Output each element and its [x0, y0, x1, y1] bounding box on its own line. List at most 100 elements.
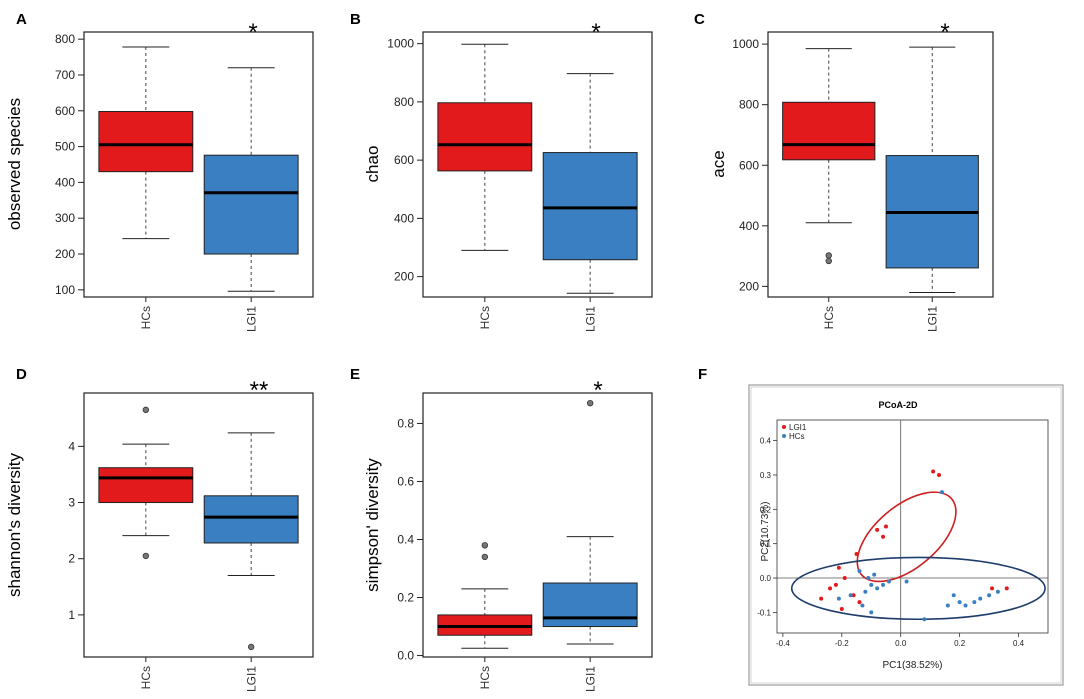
panel-f: F PCoA-2D -0.4 -0.2 0.0 0.2 0.4 -0.1 0.0 0.1 0.2 0.… [698, 366, 1064, 686]
significance-marker: * [593, 377, 602, 404]
scatter-point-lgi1 [883, 524, 888, 529]
x-category-label: LGI1 [583, 306, 597, 332]
outlier-point [481, 553, 489, 561]
y-tick-label: 800 [394, 95, 414, 109]
scatter-point-lgi1 [854, 551, 859, 556]
y-axis-label: observed species [5, 98, 24, 230]
y-axis-label: ace [709, 150, 728, 177]
scatter-point-hcs [860, 603, 865, 608]
y-axis-label: simpson' diversity [363, 458, 382, 592]
y-tick-label: 400 [394, 211, 414, 225]
plot-frame [422, 392, 653, 658]
y-axis-label: PC2(10.73%) [760, 501, 771, 561]
y-tick-label: 200 [739, 279, 759, 293]
y-tick-label: 500 [55, 140, 75, 154]
box-iqr [542, 152, 638, 261]
y-tick-label: 600 [55, 104, 75, 118]
scatter-point-hcs [836, 596, 841, 601]
y-tick-label: 0.4 [397, 533, 414, 547]
x-tick-label: 0.4 [1013, 639, 1025, 648]
y-tick-label: 0.1 [760, 540, 772, 549]
x-category-label: HCs [822, 306, 836, 329]
y-axis-label: shannon's diversity [5, 452, 24, 597]
y-tick-label: 800 [739, 98, 759, 112]
scatter-point-lgi1 [937, 472, 942, 477]
outlier-point [825, 257, 832, 265]
scatter-point-hcs [939, 490, 944, 495]
y-axis-label: chao [363, 146, 382, 183]
scatter-point-lgi1 [839, 606, 844, 611]
scatter-point-hcs [987, 593, 992, 598]
box-iqr [203, 154, 299, 255]
scatter-point-hcs [869, 582, 874, 587]
scatter-point-lgi1 [881, 534, 886, 539]
x-tick-label: 0.2 [954, 639, 966, 648]
scatter-point-lgi1 [851, 593, 856, 598]
y-tick-label: 200 [55, 247, 75, 261]
y-tick-label: 0.6 [397, 474, 414, 488]
scatter-point-lgi1 [931, 469, 936, 474]
figure-frame [748, 384, 1064, 686]
y-tick-label: 300 [55, 211, 75, 225]
y-tick-label: 4 [68, 439, 75, 453]
scatter-point-lgi1 [828, 586, 833, 591]
y-tick-label: 1 [68, 608, 75, 622]
y-tick-label: 400 [55, 175, 75, 189]
box-iqr [542, 582, 638, 628]
x-category-label: LGI1 [244, 306, 258, 332]
chart-title: PCoA-2D [878, 400, 918, 410]
legend-marker [782, 425, 786, 429]
scatter-point-lgi1 [836, 565, 841, 570]
y-tick-label: 0.8 [397, 416, 414, 430]
plot-frame [83, 31, 314, 298]
box-iqr [437, 102, 533, 172]
y-tick-label: 0.4 [760, 437, 772, 446]
y-tick-label: -0.1 [757, 608, 771, 617]
scatter-point-hcs [863, 589, 868, 594]
scatter-point-lgi1 [990, 586, 995, 591]
scatter-point-hcs [945, 603, 950, 608]
y-tick-label: 0.0 [760, 574, 772, 583]
scatter-point-lgi1 [819, 596, 824, 601]
x-category-label: LGI1 [583, 666, 597, 692]
box-lgi1: LGI1 [542, 399, 638, 692]
plot-frame [767, 31, 994, 298]
confidence-ellipse-hcs [790, 556, 1046, 621]
box-lgi1: LGI1 [885, 46, 979, 332]
x-category-label: LGI1 [244, 666, 258, 692]
x-tick-label: -0.4 [776, 639, 790, 648]
outlier-point [825, 252, 832, 259]
y-tick-label: 0.0 [397, 649, 414, 663]
scatter-point-hcs [866, 576, 871, 581]
scatter-point-hcs [978, 596, 983, 601]
outlier-point [586, 399, 594, 407]
box-iqr [782, 101, 876, 161]
panel-letter: E [350, 366, 360, 383]
x-category-label: HCs [478, 306, 492, 329]
legend-marker [782, 434, 786, 438]
box-hcs: HCs [98, 46, 194, 329]
box-hcs: HCs [782, 48, 876, 329]
scatter-point-lgi1 [1004, 586, 1009, 591]
x-axis-label: PC1(38.52%) [882, 660, 942, 671]
scatter-point-lgi1 [857, 600, 862, 605]
figure-inner-frame [750, 386, 1062, 684]
scatter-point-lgi1 [833, 582, 838, 587]
scatter-point-lgi1 [875, 527, 880, 532]
y-tick-label: 600 [739, 158, 759, 172]
x-category-label: LGI1 [925, 306, 939, 332]
y-tick-label: 100 [55, 283, 75, 297]
box-iqr [98, 111, 194, 173]
panel-letter: C [694, 11, 705, 28]
y-tick-label: 2 [68, 552, 75, 566]
y-tick-label: 1000 [732, 37, 759, 51]
box-hcs: HCs [437, 542, 533, 689]
y-tick-label: 1000 [387, 37, 414, 51]
box-iqr [98, 467, 194, 504]
scatter-point-hcs [995, 589, 1000, 594]
confidence-ellipse-lgi1 [856, 491, 957, 583]
scatter-point-hcs [922, 617, 927, 622]
